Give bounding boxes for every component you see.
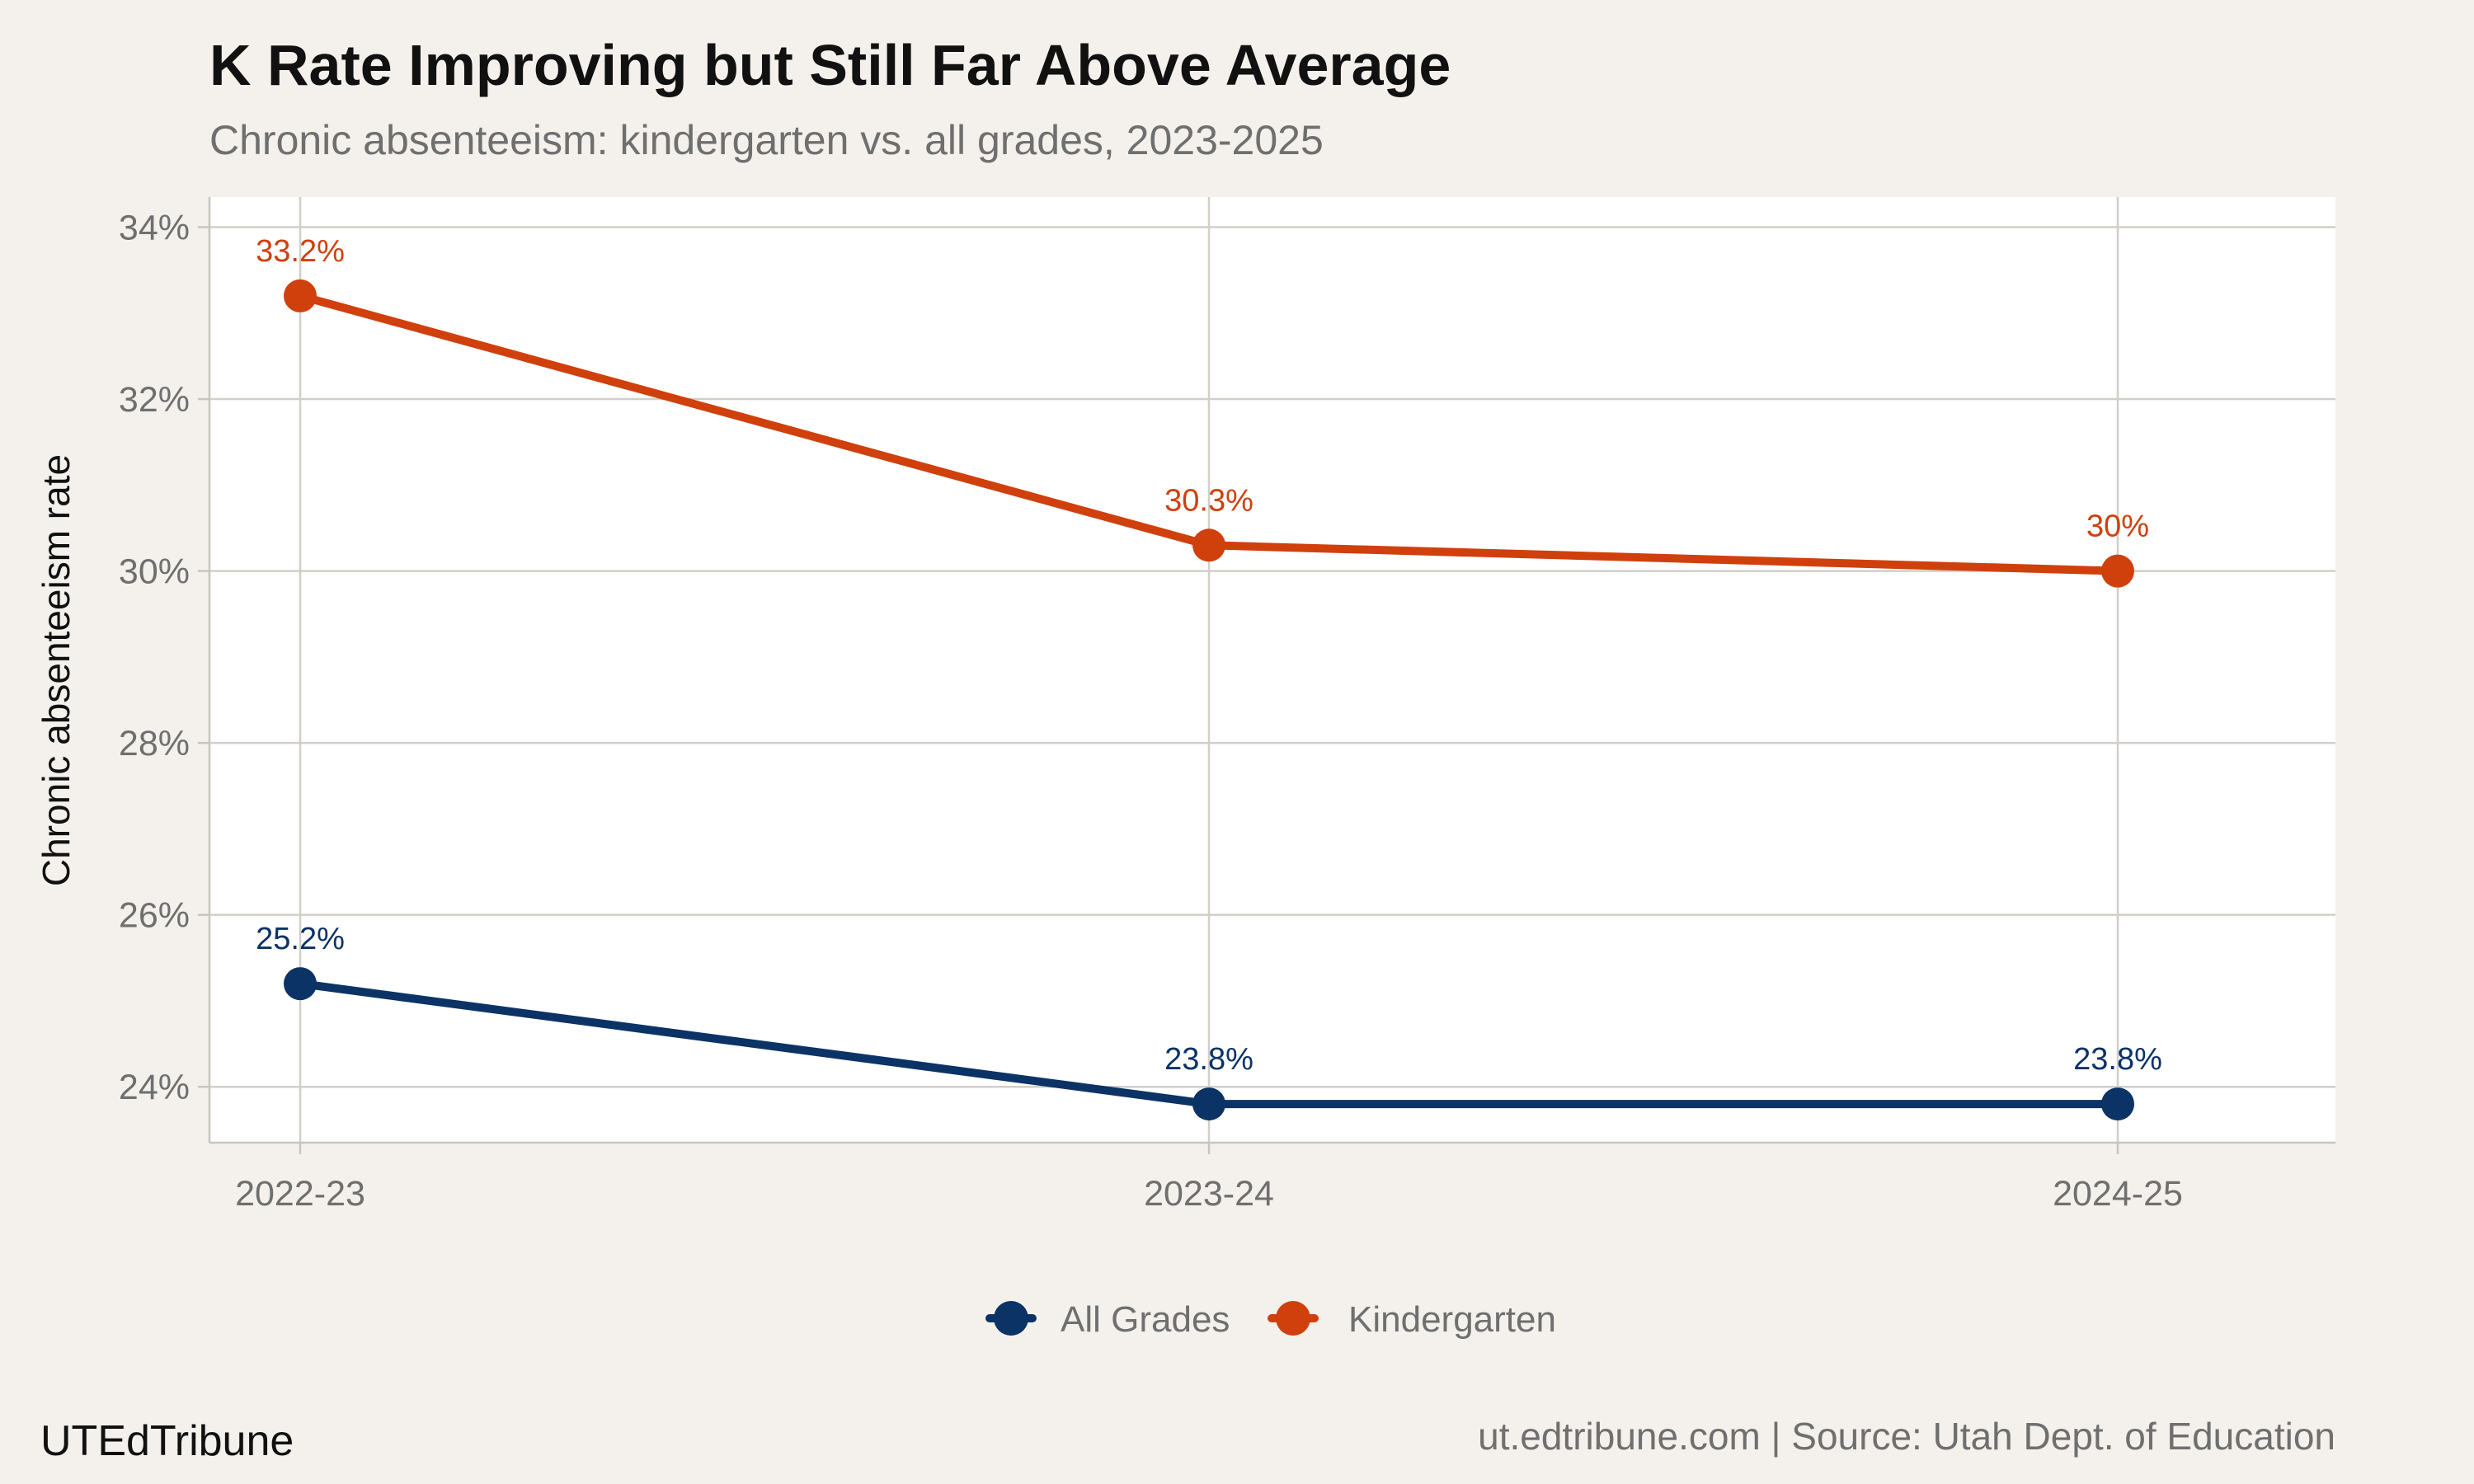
all-grades-point-1 [1192,1087,1225,1121]
all-grades-label-1: 23.8% [1164,1042,1253,1077]
all-grades-point-0 [284,967,317,1001]
series-layer [284,279,2134,1121]
legend-label-kindergarten: Kindergarten [1348,1299,1556,1340]
chart-title: K Rate Improving but Still Far Above Ave… [209,33,1451,97]
kindergarten-label-1: 30.3% [1164,483,1253,518]
legend-item-kindergarten: Kindergarten [1268,1299,1556,1340]
plot-panel [209,197,2335,1143]
kindergarten-point-1 [1192,528,1225,562]
grid-lines [209,197,2335,1143]
legend-marker-all-grades [994,1301,1028,1336]
kindergarten-point-0 [284,279,317,312]
legend-marker-kindergarten [1276,1301,1310,1336]
x-tick-label-2023-24: 2023-24 [1144,1174,1274,1214]
legend: All Grades Kindergarten [985,1299,1556,1340]
all-grades-label-2: 23.8% [2073,1042,2162,1077]
caption-left: UTEdTribune [40,1417,294,1465]
x-tick-label-2022-23: 2022-23 [235,1174,365,1214]
kindergarten-label-0: 33.2% [256,234,345,269]
kindergarten-point-2 [2101,554,2134,588]
y-tick-label-34: 34% [119,208,190,247]
y-axis-label: Chronic absenteeism rate [35,454,78,886]
y-tick-label-30: 30% [119,552,190,592]
kindergarten-label-2: 30% [2086,510,2149,544]
axes: 24% 26% 28% 30% 32% 34% 2022-23 2023-24 2024-25 [119,197,2335,1214]
y-tick-label-28: 28% [119,724,190,763]
y-tick-label-24: 24% [119,1068,190,1107]
caption-right: ut.edtribune.com | Source: Utah Dept. of… [1478,1415,2335,1458]
chart-subtitle: Chronic absenteeism: kindergarten vs. al… [209,117,1324,163]
data-labels: 25.2% 23.8% 23.8% 33.2% 30.3% 30% [256,234,2162,1077]
all-grades-point-2 [2101,1087,2134,1121]
y-tick-label-32: 32% [119,380,190,420]
legend-label-all-grades: All Grades [1061,1299,1230,1340]
all-grades-label-0: 25.2% [256,922,345,956]
legend-item-all-grades: All Grades [985,1299,1230,1340]
y-tick-label-26: 26% [119,896,190,936]
x-tick-label-2024-25: 2024-25 [2053,1174,2183,1214]
